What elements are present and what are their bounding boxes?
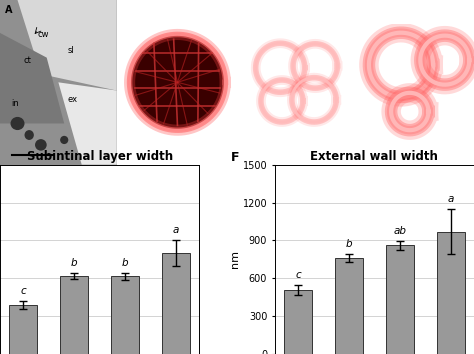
Text: ex: ex [68,96,78,104]
Bar [335,258,363,354]
Polygon shape [58,82,117,165]
Text: ab: ab [393,226,406,236]
Title: Subintinal layer width: Subintinal layer width [27,150,173,164]
Text: a: a [173,225,179,235]
Ellipse shape [60,136,68,144]
Text: sl: sl [68,46,74,55]
Text: a: a [448,194,454,204]
Bar [162,253,190,354]
Text: c: c [295,269,301,280]
Text: D: D [362,28,370,38]
Text: b: b [122,257,128,268]
Title: External wall width: External wall width [310,150,438,164]
Bar [9,305,37,354]
Bar [437,232,465,354]
Circle shape [129,34,225,130]
Text: b: b [346,239,352,249]
Polygon shape [18,0,117,91]
Ellipse shape [25,130,34,140]
Polygon shape [0,33,64,124]
FancyBboxPatch shape [0,0,117,165]
Text: A: A [5,5,12,15]
Bar [386,245,414,354]
Ellipse shape [10,117,25,130]
Y-axis label: nm: nm [230,250,240,268]
Ellipse shape [35,139,47,151]
Bar [111,276,139,354]
Text: c: c [20,286,26,296]
Text: C: C [243,28,250,38]
Text: ct: ct [23,56,31,65]
Bar [284,290,312,354]
Text: cw: cw [37,30,49,39]
Bar [60,276,88,354]
Text: B: B [124,28,131,38]
Text: in: in [12,99,19,108]
Text: F: F [231,152,239,164]
Text: b: b [71,257,77,268]
